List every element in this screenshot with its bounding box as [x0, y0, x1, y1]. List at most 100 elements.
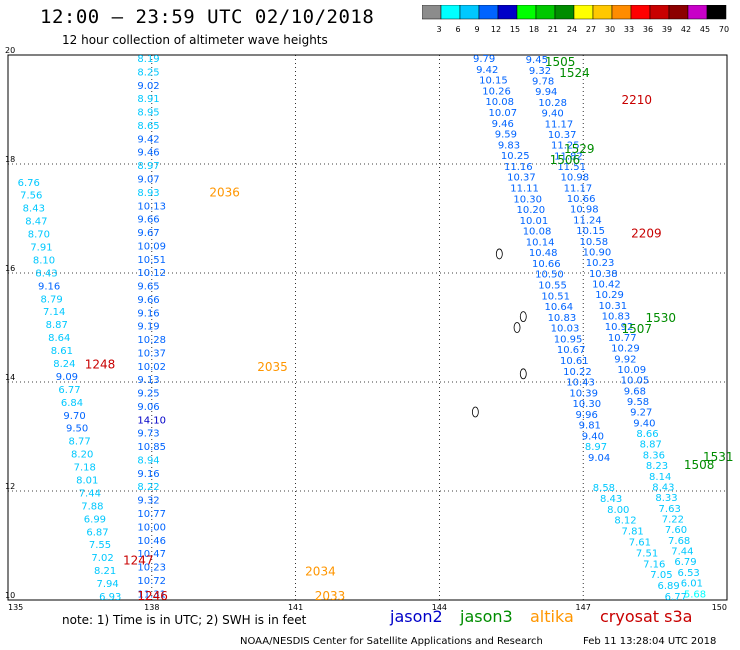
swh-value: 10.29 [595, 290, 624, 301]
swh-value: 8.22 [137, 482, 159, 493]
x-tick-label: 147 [576, 603, 591, 612]
swh-value: 9.78 [532, 77, 554, 88]
y-tick-label: 12 [5, 482, 15, 491]
swh-value: 6.99 [84, 514, 106, 525]
swh-value: 8.43 [600, 494, 622, 505]
swh-value: 8.43 [35, 268, 57, 279]
swh-value: 8.79 [41, 294, 63, 305]
swh-value: 10.39 [569, 388, 598, 399]
swh-value: 9.16 [137, 308, 159, 319]
swh-value: 10.15 [479, 76, 508, 87]
swh-value: 10.29 [611, 344, 640, 355]
swh-value: 10.00 [137, 522, 166, 533]
wave-height-plot: 135 138 141 144 147 1501012141618208.198.259.… [0, 0, 740, 650]
swh-value: 9.40 [582, 431, 604, 442]
swh-value: 6.87 [86, 527, 108, 538]
swh-value: 8.43 [652, 482, 674, 493]
swh-value: 8.19 [137, 54, 159, 65]
swh-value: 7.22 [662, 515, 684, 526]
swh-value: 10.95 [554, 334, 583, 345]
swh-value: 7.18 [74, 463, 96, 474]
swh-value: 8.00 [607, 505, 629, 516]
swh-value: 9.40 [633, 418, 655, 429]
swh-value: 8.91 [137, 94, 159, 105]
swh-value: 8.01 [76, 476, 98, 487]
swh-value: 9.83 [498, 140, 520, 151]
swh-value: 6.77 [58, 385, 80, 396]
track-time-label: 2034 [305, 564, 336, 578]
generated-timestamp: Feb 11 13:28:04 UTC 2018 [583, 636, 716, 647]
swh-value: 8.97 [137, 161, 159, 172]
x-tick-label: 141 [288, 603, 303, 612]
swh-value: 10.90 [583, 247, 612, 258]
swh-value: 6.89 [657, 581, 679, 592]
swh-value: 10.07 [488, 108, 517, 119]
swh-value: 7.14 [43, 307, 65, 318]
swh-value: 10.30 [572, 399, 601, 410]
swh-value: 10.72 [137, 576, 166, 587]
swh-value: 10.01 [520, 216, 549, 227]
x-tick-label: 150 [712, 603, 727, 612]
swh-value: 9.70 [63, 411, 85, 422]
swh-value: 10.03 [551, 324, 580, 335]
swh-value: 10.25 [501, 151, 530, 162]
track-time-label: 1508 [684, 458, 715, 472]
track-time-label: 2210 [622, 93, 653, 107]
swh-value: 7.44 [79, 488, 101, 499]
swh-value: 8.33 [655, 493, 677, 504]
swh-value: 8.47 [25, 217, 47, 228]
swh-value: 10.50 [535, 270, 564, 281]
swh-value: 10.67 [557, 345, 586, 356]
y-tick-label: 20 [5, 46, 15, 55]
island-outline [496, 249, 502, 259]
island-outline [514, 323, 520, 333]
swh-value: 11.17 [564, 183, 593, 194]
swh-value: 9.25 [137, 389, 159, 400]
swh-value: 8.70 [28, 230, 50, 241]
island-outline [520, 312, 526, 322]
swh-value: 8.20 [71, 450, 93, 461]
track-time-label: 1248 [85, 357, 116, 371]
swh-value: 10.13 [137, 201, 166, 212]
swh-value: 8.87 [640, 440, 662, 451]
swh-value: 9.13 [137, 375, 159, 386]
track-time-label: 2209 [631, 227, 662, 241]
swh-value: 10.77 [137, 509, 166, 520]
swh-value: 10.98 [560, 173, 589, 184]
track-time-label: 2036 [209, 186, 240, 200]
legend-jason2: jason2 [390, 607, 443, 626]
swh-value: 9.68 [624, 386, 646, 397]
swh-value: 10.46 [137, 536, 166, 547]
swh-value: 8.36 [643, 450, 665, 461]
swh-value: 9.04 [588, 453, 610, 464]
swh-value: 10.98 [570, 205, 599, 216]
swh-value: 10.51 [541, 291, 570, 302]
swh-value: 10.58 [579, 237, 608, 248]
swh-value: 7.56 [20, 191, 42, 202]
track-time-label: 1507 [622, 322, 653, 336]
x-tick-label: 135 [8, 603, 23, 612]
swh-value: 10.08 [485, 97, 514, 108]
swh-value: 8.66 [636, 429, 658, 440]
swh-value: 9.42 [476, 65, 498, 76]
swh-value: 9.32 [137, 496, 159, 507]
swh-value: 10.48 [529, 248, 558, 259]
y-tick-label: 10 [5, 591, 15, 600]
island-outline [520, 369, 526, 379]
swh-value: 7.63 [659, 504, 681, 515]
island-outline [472, 407, 478, 417]
swh-value: 6.01 [681, 579, 703, 590]
swh-value: 10.43 [566, 378, 595, 389]
swh-value: 8.25 [137, 67, 159, 78]
swh-value: 8.14 [649, 472, 671, 483]
swh-value: 5.68 [684, 589, 706, 600]
swh-value: 9.79 [473, 54, 495, 65]
swh-value: 9.02 [137, 81, 159, 92]
swh-value: 9.16 [137, 469, 159, 480]
swh-value: 9.27 [630, 408, 652, 419]
legend-cryosat: cryosat s3a [600, 607, 692, 626]
swh-value: 9.16 [38, 281, 60, 292]
swh-value: 9.40 [541, 109, 563, 120]
swh-value: 9.59 [495, 130, 517, 141]
swh-value: 10.83 [548, 313, 577, 324]
